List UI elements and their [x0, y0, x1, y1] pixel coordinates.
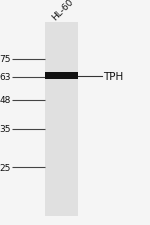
Text: TPH: TPH [103, 72, 124, 81]
Text: 35: 35 [0, 125, 11, 134]
Bar [45, 73, 78, 80]
Text: HL-60: HL-60 [51, 0, 76, 22]
Text: 25: 25 [0, 163, 11, 172]
Text: 75: 75 [0, 55, 11, 64]
Text: 63: 63 [0, 73, 11, 82]
Bar [45, 22, 78, 216]
Text: 48: 48 [0, 96, 11, 105]
